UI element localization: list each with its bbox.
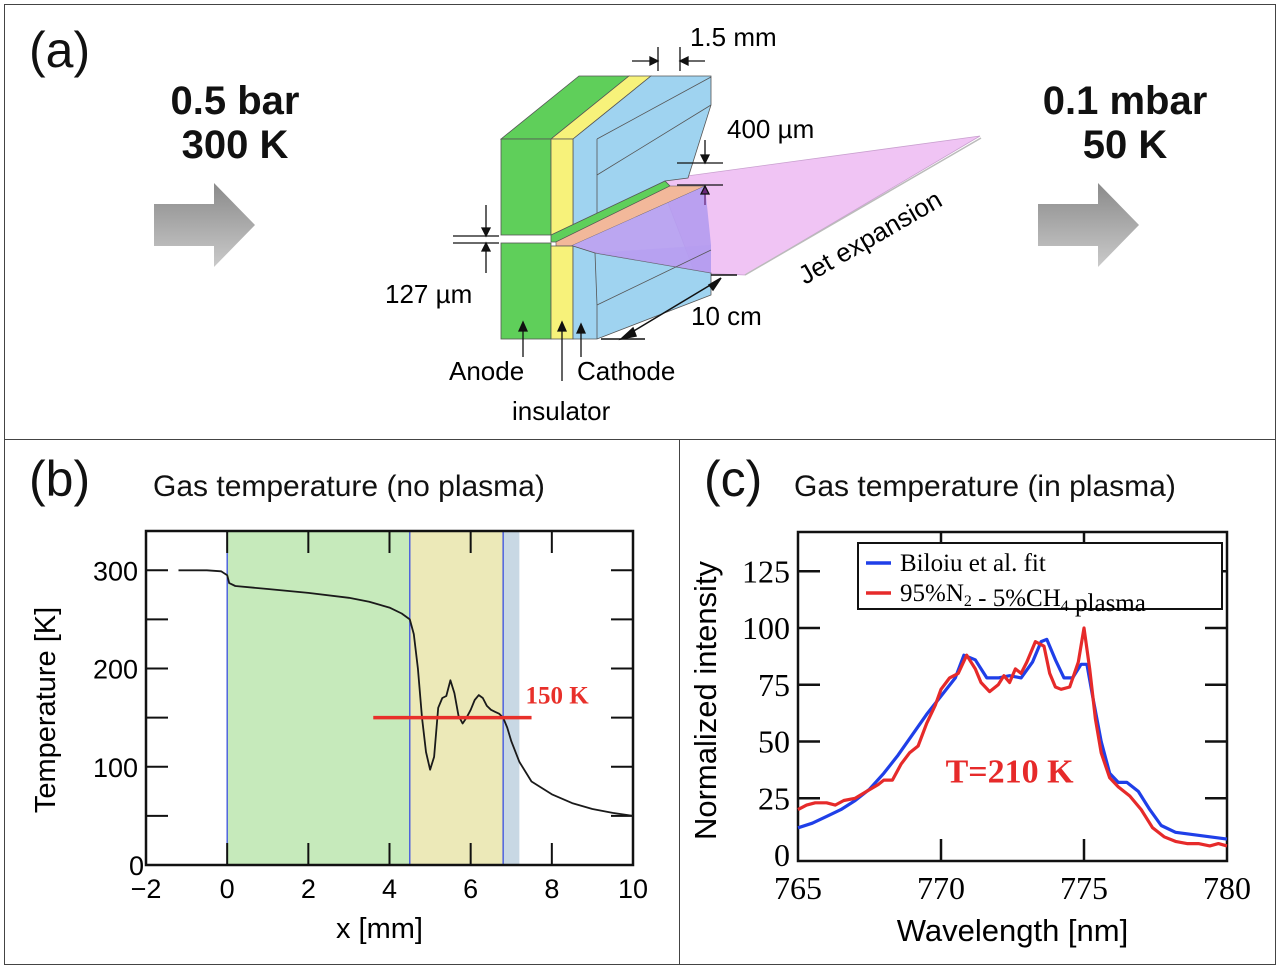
x-tick-label: 10 xyxy=(618,874,648,904)
x-tick-label: 8 xyxy=(544,874,559,904)
dim-thickness-label: 1.5 mm xyxy=(690,22,777,52)
panel-c-label: (c) xyxy=(704,451,763,507)
inlet-pressure: 0.5 bar xyxy=(170,79,300,123)
inlet-conditions: 0.5 bar 300 K xyxy=(135,79,335,167)
x-tick-label: 770 xyxy=(917,870,965,906)
dim-length-label: 10 cm xyxy=(691,301,762,331)
x-tick-label: 775 xyxy=(1060,870,1108,906)
series-line xyxy=(178,569,634,817)
inlet-flow-arrow-icon xyxy=(154,183,255,267)
plot-frame xyxy=(144,529,635,867)
plot-frame xyxy=(796,530,1229,863)
series-line-plasma xyxy=(797,626,1228,848)
nozzle-diagram: 1.5 mm 400 µm 127 µm 10 cm Jet expansion… xyxy=(154,22,1139,426)
dim-thickness xyxy=(632,47,705,71)
y-tick-label: 200 xyxy=(93,655,138,685)
insulator-upper xyxy=(550,138,574,236)
legend-box xyxy=(857,542,1223,610)
y-tick-label: 25 xyxy=(758,780,790,816)
chart-b-title: Gas temperature (no plasma) xyxy=(153,470,545,503)
outlet-pressure: 0.1 mbar xyxy=(1042,79,1208,123)
x-tick-label: 780 xyxy=(1203,870,1251,906)
x-tick-label: 2 xyxy=(301,874,316,904)
component-pointers xyxy=(517,320,587,381)
x-axis-label: x [mm] xyxy=(336,913,423,945)
legend-label-plasma: 95%N2 - 5%CH4 plasma xyxy=(900,580,1146,617)
anode-upper xyxy=(500,138,552,236)
outlet-flow-arrow-icon xyxy=(1038,183,1139,267)
panel-b-label: (b) xyxy=(29,451,91,507)
dim-slit-label: 400 µm xyxy=(727,114,814,144)
series-line-fit xyxy=(797,637,1228,841)
y-axis-label: Temperature [K] xyxy=(30,607,62,813)
legend-label-fit: Biloiu et al. fit xyxy=(900,550,1046,577)
panel-a-schematic: (a) 0.5 bar 300 K 0.1 mbar 50 K xyxy=(4,4,1276,440)
x-tick-label: 0 xyxy=(220,874,235,904)
outlet-temperature: 50 K xyxy=(1082,123,1168,167)
insulator-label: insulator xyxy=(512,396,611,426)
dim-length xyxy=(601,274,737,341)
dim-gap xyxy=(453,205,499,273)
cathode-label: Cathode xyxy=(577,356,675,386)
y-tick-label: 100 xyxy=(93,753,138,783)
x-tick-label: 765 xyxy=(774,870,822,906)
panel-a-label: (a) xyxy=(29,22,91,78)
x-tick-label: −2 xyxy=(131,874,162,904)
dim-gap-label: 127 µm xyxy=(385,279,472,309)
region-cathode xyxy=(503,531,520,865)
y-tick-label: 125 xyxy=(742,553,790,589)
y-tick-label: 300 xyxy=(93,556,138,586)
y-tick-label: 100 xyxy=(742,610,790,646)
annotation-label: 150 K xyxy=(526,683,590,710)
region-anode xyxy=(227,531,410,865)
panel-b-temperature-profile: (b) Gas temperature (no plasma) −2 0 2 4 6 8 1… xyxy=(4,439,680,965)
chart-c-title: Gas temperature (in plasma) xyxy=(794,470,1176,503)
x-tick-label: 4 xyxy=(382,874,397,904)
panel-c-spectrum: (c) Gas temperature (in plasma) 765 770 77… xyxy=(679,439,1276,965)
anode-label: Anode xyxy=(449,356,524,386)
y-tick-label: 50 xyxy=(758,724,790,760)
inlet-temperature: 300 K xyxy=(181,123,289,167)
outlet-conditions: 0.1 mbar 50 K xyxy=(1010,79,1240,167)
anode-lower xyxy=(500,242,552,340)
y-tick-label: 75 xyxy=(758,667,790,703)
y-tick-label: 0 xyxy=(774,837,790,873)
region-insulator xyxy=(409,531,504,865)
chart-c: 765 770 775 780 0 25 50 75 100 125 Biloiu et al. f… xyxy=(688,530,1251,948)
annotation-label: T=210 K xyxy=(946,753,1075,790)
y-axis-label: Normalized intensity xyxy=(688,560,723,840)
dim-slit xyxy=(677,140,723,205)
x-tick-label: 6 xyxy=(463,874,478,904)
x-axis-label: Wavelength [nm] xyxy=(897,913,1128,948)
y-tick-label: 0 xyxy=(129,851,144,881)
